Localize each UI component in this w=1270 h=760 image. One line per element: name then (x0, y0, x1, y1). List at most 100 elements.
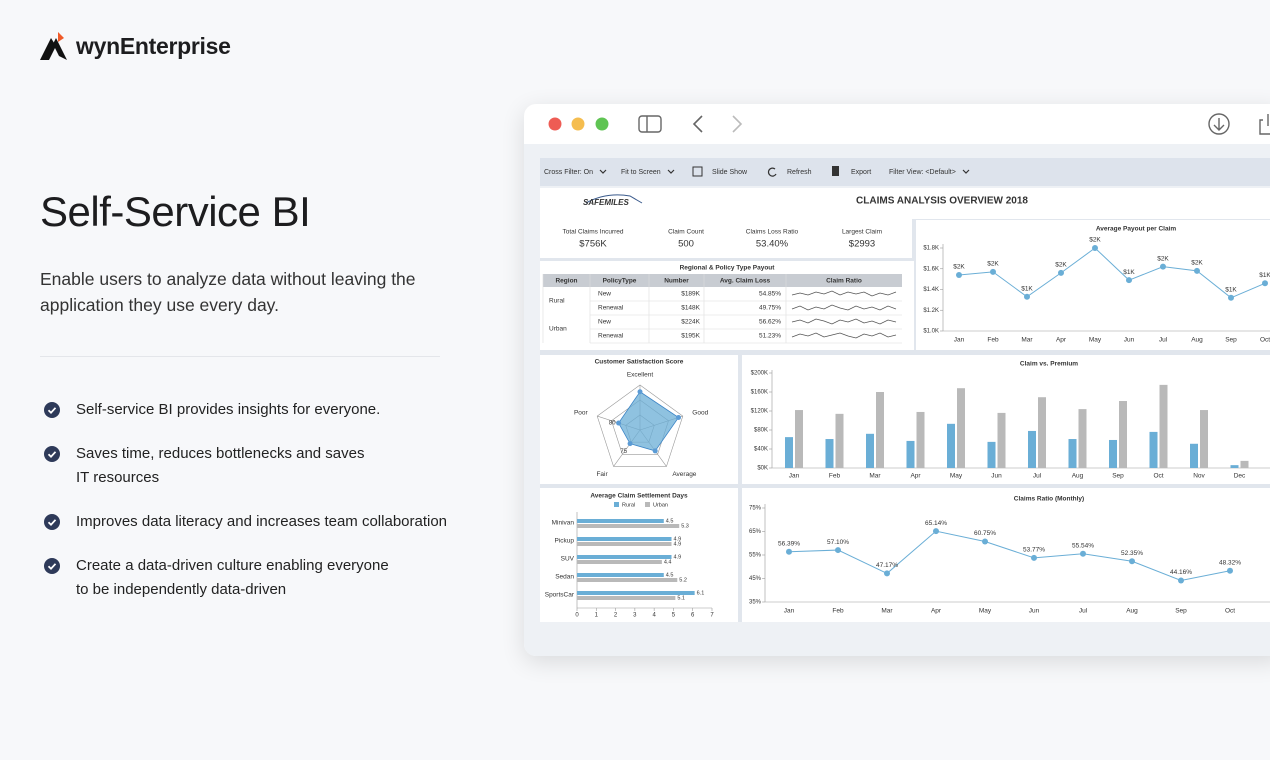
chart-title: Customer Satisfaction Score (595, 359, 684, 366)
radar-point (616, 420, 622, 426)
feature-text: Create a data-driven culture enabling ev… (76, 554, 389, 602)
bar (1028, 430, 1036, 468)
data-label: 5.1 (677, 595, 685, 601)
zoom-button[interactable] (595, 117, 609, 131)
x-tick-label: Jan (784, 608, 795, 615)
minimize-button[interactable] (571, 117, 585, 131)
table-header (543, 274, 902, 287)
forward-button[interactable] (732, 115, 743, 133)
x-tick-label: Aug (1072, 473, 1084, 480)
back-button[interactable] (692, 115, 703, 133)
x-tick-label: Jan (954, 337, 965, 344)
point (933, 528, 939, 535)
data-label: $2K (1157, 255, 1169, 262)
data-label: 53.77% (1023, 547, 1045, 554)
x-tick-label: Apr (910, 473, 921, 480)
x-tick-label: Apr (1056, 337, 1067, 344)
kpi-label: Largest Claim (842, 229, 882, 236)
data-label: $2K (1191, 260, 1203, 267)
feature-line: Improves data literacy and increases tea… (76, 513, 448, 530)
bar (1200, 410, 1208, 468)
point (982, 538, 988, 545)
point (1160, 263, 1166, 270)
point (1129, 558, 1135, 565)
loss-cell: 56.62% (759, 319, 781, 326)
logo: wynEnterprise (40, 32, 231, 60)
y-tick-label: 75% (749, 506, 762, 512)
feature: Self-service BI provides insights for ev… (44, 398, 380, 422)
feature-line: IT resources (76, 469, 160, 486)
point (1194, 267, 1200, 274)
bar (957, 388, 965, 468)
y-tick-label: $200K (751, 371, 768, 377)
bar (876, 392, 884, 468)
bar (825, 439, 834, 468)
bar (577, 555, 672, 559)
bar (906, 440, 915, 468)
y-tick-label: $0K (757, 466, 768, 472)
bar (1119, 401, 1127, 468)
bar (947, 423, 955, 468)
point (835, 547, 841, 554)
bar (577, 537, 672, 541)
policy-cell: New (598, 319, 611, 326)
data-label: 56.39% (778, 540, 800, 547)
dashboard: Cross Filter: On Fit to Screen Slide Show R… (524, 113, 1270, 656)
loss-cell: 54.85% (759, 291, 781, 298)
x-tick-label: Sep (1225, 337, 1237, 344)
data-label: 5.3 (681, 523, 689, 529)
bar (1159, 384, 1168, 468)
x-tick-label: Sep (1175, 608, 1187, 615)
x-tick-label: Jan (789, 473, 800, 480)
y-tick-label: 65% (749, 529, 762, 535)
x-tick-label: May (1089, 337, 1102, 344)
point (1228, 294, 1234, 301)
bar (835, 413, 844, 468)
x-tick-label: Mar (881, 608, 893, 615)
data-label: 4.9 (674, 554, 682, 560)
sidebar-button[interactable] (638, 115, 662, 133)
toolbar-item[interactable]: Slide Show (712, 169, 748, 176)
slideshow-icon (692, 166, 703, 177)
column-header: Claim Ratio (826, 278, 862, 285)
toolbar-item[interactable]: Refresh (787, 169, 812, 176)
loss-cell: 51.23% (759, 333, 781, 340)
data-label: 55.54% (1072, 542, 1094, 549)
data-label: 4.4 (664, 559, 672, 565)
point (1024, 293, 1030, 300)
radar-ring (596, 384, 684, 467)
sparklines (791, 290, 897, 339)
y-tick-label: $120K (751, 409, 768, 415)
check-icon (44, 446, 60, 462)
x-tick-label: 3 (633, 613, 637, 619)
x-tick-label: 5 (672, 613, 676, 619)
toolbar (540, 158, 1270, 186)
point (1058, 269, 1064, 276)
line (958, 247, 1266, 299)
toolbar-item[interactable]: Filter View: <Default> (889, 169, 956, 176)
legend-label: Urban (653, 502, 668, 508)
chart-title: Claims Ratio (Monthly) (1014, 496, 1084, 503)
check-icon (44, 514, 60, 530)
x-tick-label: 6 (691, 613, 695, 619)
kpi-label: Claims Loss Ratio (746, 229, 799, 236)
radar-point (637, 389, 643, 395)
region-cell: Urban (549, 326, 567, 333)
x-tick-label: 2 (614, 613, 618, 619)
y-tick-label: $80K (754, 428, 768, 434)
column-header: Region (555, 278, 577, 285)
bar (577, 573, 664, 577)
kpi-label: Total Claims Incurred (562, 229, 623, 236)
y-tick-label: $1.8K (923, 246, 939, 252)
feature-text: Saves time, reduces bottlenecks and save… (76, 442, 365, 490)
toolbar-item[interactable]: Export (851, 169, 871, 176)
feature-line: Create a data-driven culture enabling ev… (76, 557, 389, 574)
toolbar-item[interactable]: Cross Filter: On (544, 169, 593, 176)
share-button[interactable] (1259, 114, 1270, 135)
bar (577, 542, 672, 546)
close-button[interactable] (548, 117, 562, 131)
x-tick-label: Feb (987, 337, 999, 344)
bar (577, 519, 664, 523)
toolbar-item[interactable]: Fit to Screen (621, 169, 661, 176)
download-button[interactable] (1208, 113, 1230, 135)
